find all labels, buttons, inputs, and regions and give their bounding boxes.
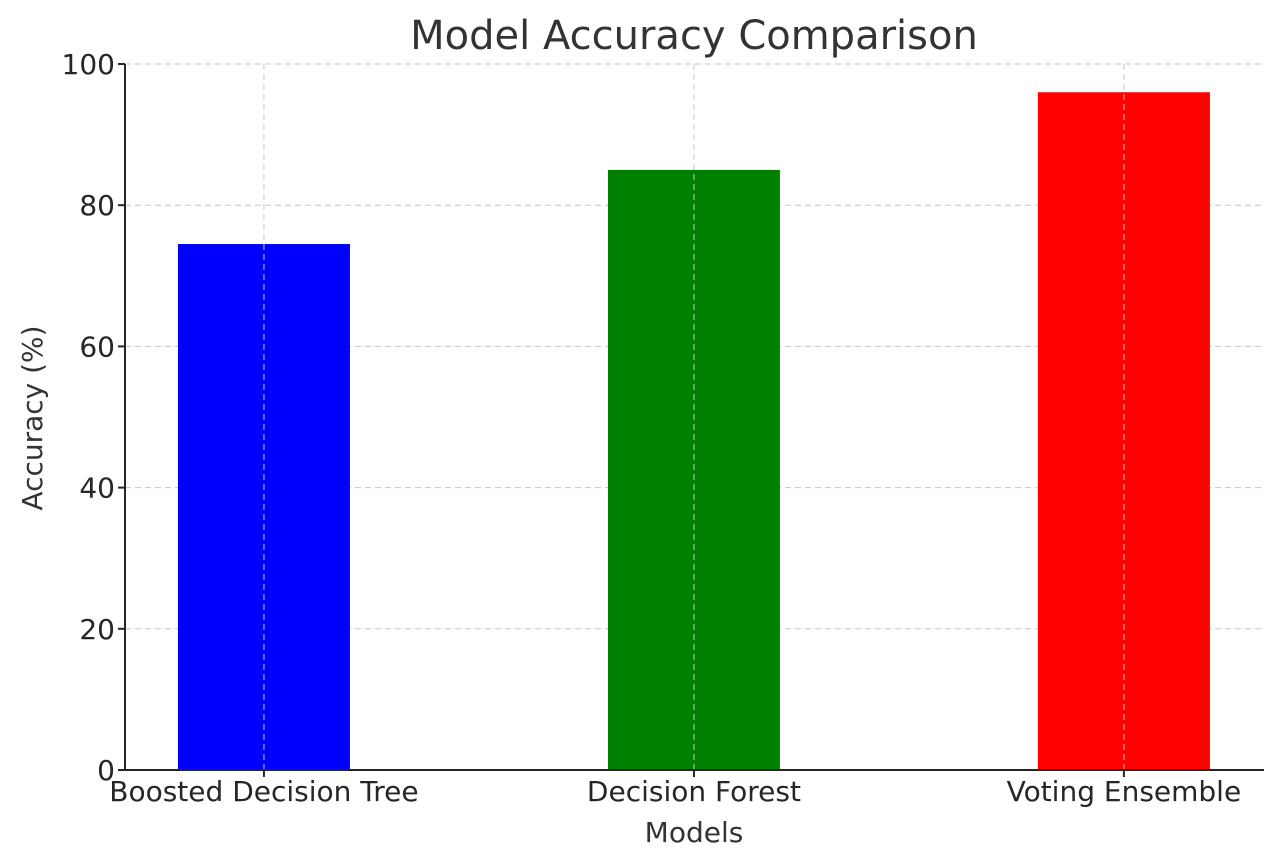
vertical-grid-lines (263, 64, 1125, 770)
y-tick-label: 40 (79, 472, 115, 505)
y-axis-label: Accuracy (%) (16, 325, 49, 510)
x-tick-label: Voting Ensemble (1007, 775, 1242, 808)
chart-title: Model Accuracy Comparison (410, 13, 978, 59)
y-ticks: 0 20 40 60 80 100 (62, 48, 125, 787)
x-axis-label: Models (645, 816, 744, 849)
y-tick-label: 100 (62, 48, 115, 81)
x-ticks: Boosted Decision Tree Decision Forest Voti… (109, 770, 1241, 808)
y-tick-label: 80 (79, 189, 115, 222)
y-tick-label: 60 (79, 330, 115, 363)
x-tick-label: Decision Forest (587, 775, 801, 808)
y-tick-label: 0 (97, 754, 115, 787)
x-tick-label: Boosted Decision Tree (109, 775, 418, 808)
y-tick-label: 20 (79, 613, 115, 646)
